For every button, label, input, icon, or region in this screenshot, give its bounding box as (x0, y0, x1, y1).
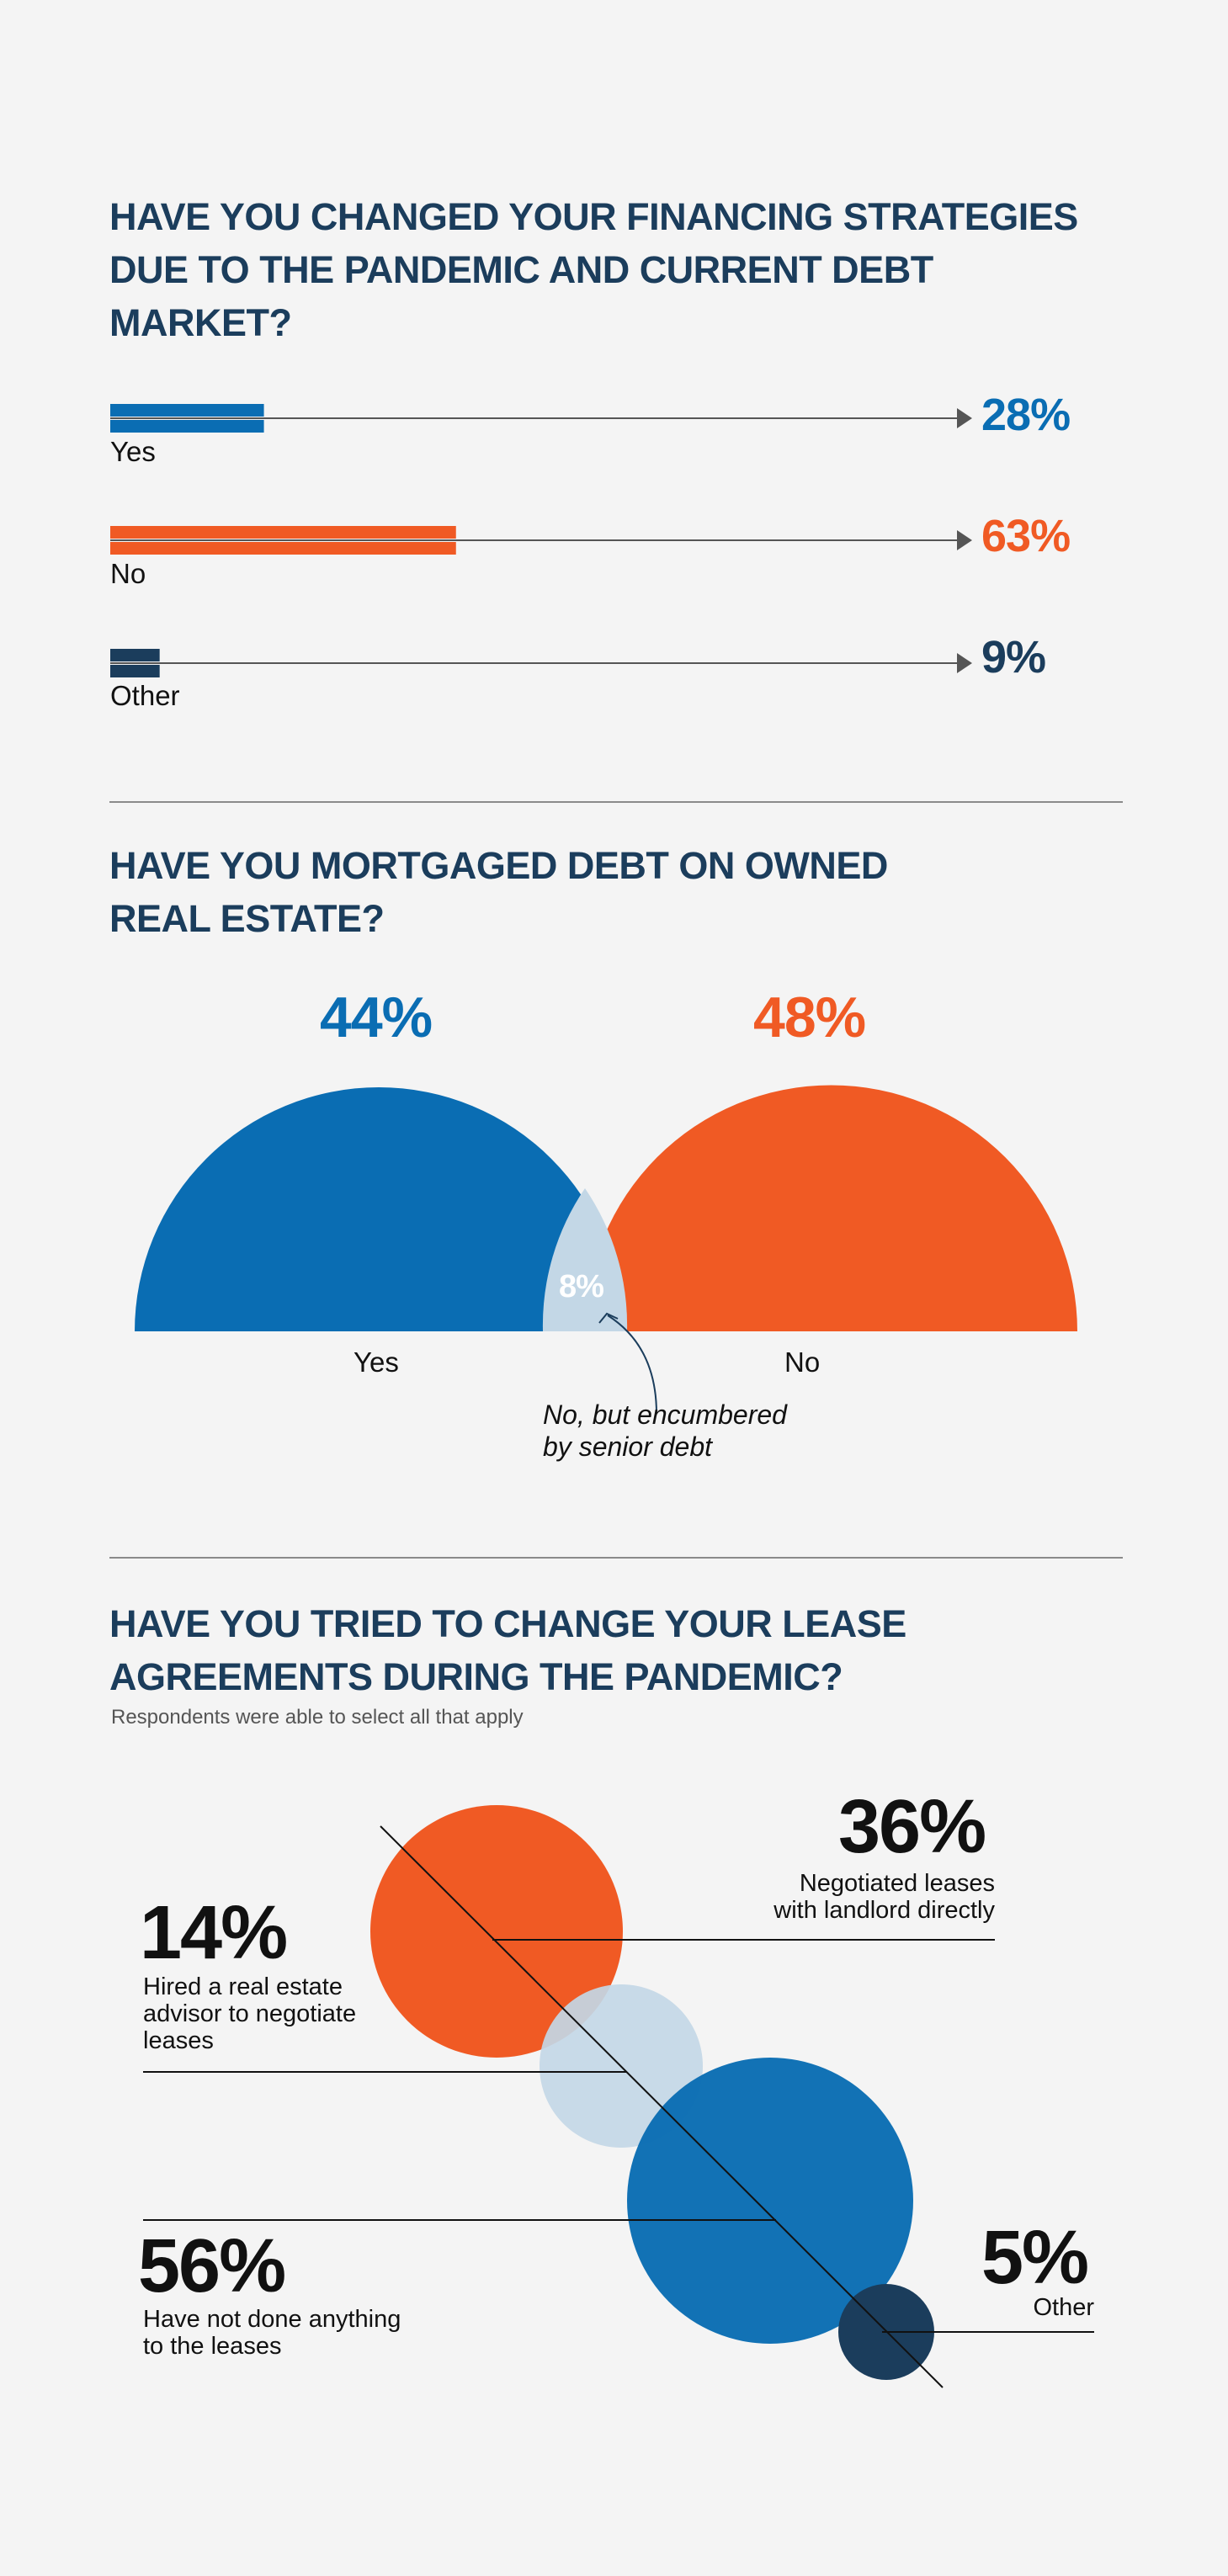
bar-no (110, 526, 456, 539)
lease-pct-advisor: 14% (140, 1891, 288, 1975)
lease-subtitle: Respondents were able to select all that… (111, 1706, 524, 1729)
no-percent: 48% (753, 985, 866, 1049)
desc-line: leases (143, 2027, 214, 2054)
bar-other (110, 649, 160, 661)
financing-bar-chart (110, 404, 972, 677)
bubble-none (627, 2058, 913, 2344)
encumbered-note: No, but encumbered by senior debt (543, 1399, 787, 1463)
lease-desc-negotiated: Negotiated leases with landlord directly (726, 1870, 995, 1924)
bar-label-other: Other (110, 680, 180, 711)
mortgage-title-line: REAL ESTATE? (109, 897, 385, 940)
bar-value-other: 9% (981, 632, 1046, 683)
lease-title: HAVE YOU TRIED TO CHANGE YOUR LEASE AGRE… (109, 1597, 906, 1703)
desc-line: with landlord directly (773, 1897, 995, 1924)
lease-desc-none: Have not done anything to the leases (143, 2306, 412, 2360)
financing-title-line: DUE TO THE PANDEMIC AND CURRENT DEBT (109, 248, 933, 291)
bar-yes-lower (110, 420, 264, 433)
yes-percent: 44% (320, 985, 433, 1049)
no-semicircle (585, 1085, 1077, 1331)
section-divider (109, 1557, 1123, 1559)
bar-value-no: 63% (981, 511, 1071, 561)
note-line: by senior debt (543, 1431, 713, 1462)
lease-title-line: HAVE YOU TRIED TO CHANGE YOUR LEASE (109, 1602, 906, 1645)
lease-pct-other: 5% (981, 2216, 1089, 2300)
bar-label-yes: Yes (110, 436, 156, 467)
overlap-percent: 8% (559, 1269, 604, 1304)
desc-line: Hired a real estate (143, 1973, 343, 2000)
desc-line: Have not done anything (143, 2306, 401, 2333)
lease-pct-negotiated: 36% (838, 1785, 986, 1869)
bar-yes (110, 404, 264, 417)
bar-arrowhead-no (957, 530, 972, 550)
mortgage-label-yes: Yes (354, 1346, 399, 1378)
financing-title-line: HAVE YOU CHANGED YOUR FINANCING STRATEGI… (109, 195, 1078, 238)
diagonal-line (380, 1825, 944, 2388)
bubble-negotiated (370, 1805, 623, 2058)
desc-line: Other (1033, 2294, 1094, 2321)
annotation-arrow (607, 1315, 657, 1415)
desc-line: Negotiated leases (799, 1870, 995, 1897)
bar-arrowhead-yes (957, 408, 972, 428)
section-divider (109, 801, 1123, 803)
bar-other-lower (110, 665, 160, 677)
yes-semicircle (135, 1087, 623, 1331)
desc-line: advisor to negotiate (143, 2000, 357, 2027)
bar-arrowhead-other (957, 653, 972, 673)
bar-value-yes: 28% (981, 390, 1071, 440)
note-line: No, but encumbered (543, 1400, 787, 1430)
arrow-head (598, 1312, 619, 1324)
bar-label-no: No (110, 558, 146, 589)
mortgage-title: HAVE YOU MORTGAGED DEBT ON OWNED REAL ES… (109, 839, 888, 945)
lease-desc-other: Other (825, 2294, 1094, 2321)
financing-title-line: MARKET? (109, 301, 292, 344)
financing-title: HAVE YOU CHANGED YOUR FINANCING STRATEGI… (109, 190, 1078, 349)
desc-line: to the leases (143, 2333, 282, 2360)
lease-pct-none: 56% (138, 2224, 286, 2308)
lease-title-line: AGREEMENTS DURING THE PANDEMIC? (109, 1655, 843, 1698)
mortgage-semicircle-chart (135, 1085, 1077, 1415)
mortgage-label-no: No (784, 1346, 821, 1378)
mortgage-title-line: HAVE YOU MORTGAGED DEBT ON OWNED (109, 844, 888, 887)
bar-no-lower (110, 542, 456, 555)
lease-desc-advisor: Hired a real estate advisor to negotiate… (143, 1973, 412, 2054)
overlap-region (542, 1188, 628, 1331)
